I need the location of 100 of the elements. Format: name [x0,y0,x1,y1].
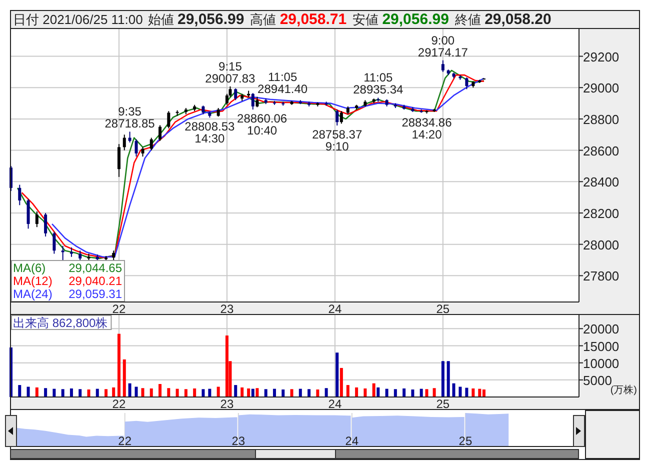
bar [61,389,64,397]
bar [96,388,99,397]
bar [324,388,328,397]
bar [372,383,376,397]
bar [298,388,302,397]
x-tick-label: 23 [232,434,246,448]
bar [394,389,397,397]
y-tick-label: 15000 [583,338,620,354]
bar [104,389,108,397]
text: 安値 29,056.99 [352,11,449,28]
bar [355,387,358,397]
bar [346,385,350,397]
x-tick-label: 25 [436,302,450,316]
bar [251,388,254,397]
y-tick-label: 20000 [583,322,620,337]
bar [411,389,414,397]
y-tick-label: 28600 [583,143,620,158]
bar [193,388,196,397]
bar [52,388,56,397]
bar [35,387,38,397]
bar [340,368,343,397]
bar [482,389,486,397]
bar [216,386,220,397]
bar [478,388,482,397]
bar [78,389,82,397]
bar [465,388,468,397]
y-tick-label: 10000 [583,356,620,371]
bar [420,388,423,397]
annotation: 11:05 28935.34 [353,70,404,97]
text: 終値 29,058.20 [454,11,552,28]
y-axis-title: (万株) [610,384,637,396]
bar [176,388,179,397]
y-tick-label: 29200 [583,49,620,64]
bar [44,388,48,397]
bar [150,388,153,397]
bar [458,386,462,397]
annotation: 9:00 29174.17 [418,33,468,60]
chart-title: 日付 2021/06/25 11:00 [13,12,143,27]
chart-title: 出来高 862,800株 [13,316,108,330]
bar [272,388,276,397]
bar [112,387,116,397]
annotation: 9:35 28718.85 [104,104,156,131]
x-tick-label: 22 [118,434,132,448]
bar [70,388,73,397]
bar [122,359,126,397]
bar [26,386,30,397]
bar [364,388,367,397]
bar [117,334,120,397]
bar [134,386,138,397]
annotation: 28808.53 14:30 [184,120,236,146]
x-tick-label: 23 [220,302,234,316]
annotation: 28834.86 14:20 [402,115,452,142]
bar [87,389,90,397]
text: MA(24) [13,287,52,301]
bar [336,352,339,397]
bar [184,389,188,397]
annotation: 28758.37 9:10 [312,127,362,154]
x-tick-label: 22 [112,302,126,316]
bar [376,387,380,397]
text: 高値 29,058.71 [250,11,347,28]
y-tick-label: 28200 [583,206,620,221]
bar [282,389,285,397]
bar [202,389,205,397]
bar [425,389,428,397]
x-tick-label: 24 [328,302,342,316]
text: MA(12) [13,274,52,288]
x-tick-label: 24 [328,397,342,411]
annotation: 9:15 29007.83 [205,59,256,86]
bar [247,388,250,397]
y-tick-label: 29000 [583,80,620,96]
bar [290,389,294,397]
y-tick-label: 5000 [583,372,612,388]
bar [167,388,170,397]
bar [234,385,238,397]
bar [441,361,444,397]
y-tick-label: 27800 [583,268,620,284]
y-tick-label: 28400 [583,174,620,190]
text: 始値 29,056.99 [148,11,244,28]
bar [308,389,311,397]
annotation: 29,040.21 [68,274,122,288]
annotation: 29,059.31 [68,287,122,301]
bar [446,361,450,397]
bar [128,383,132,397]
y-tick-label: 28800 [583,112,620,127]
x-tick-label: 25 [436,397,450,411]
bar [385,388,388,397]
bar [158,384,162,397]
bar [264,389,268,397]
x-tick-label: 23 [220,397,234,411]
bar [208,388,212,397]
annotation: 29,044.65 [68,261,122,275]
y-tick-label: 28000 [583,237,620,252]
series-label: MA(6) [13,261,46,275]
bar [240,387,244,397]
annotation: 28860.06 10:40 [237,112,288,138]
x-tick-label: 24 [345,434,359,448]
x-tick-label: 25 [458,434,472,448]
x-tick-label: 22 [112,397,126,411]
bar [256,388,259,397]
bar [472,388,475,397]
